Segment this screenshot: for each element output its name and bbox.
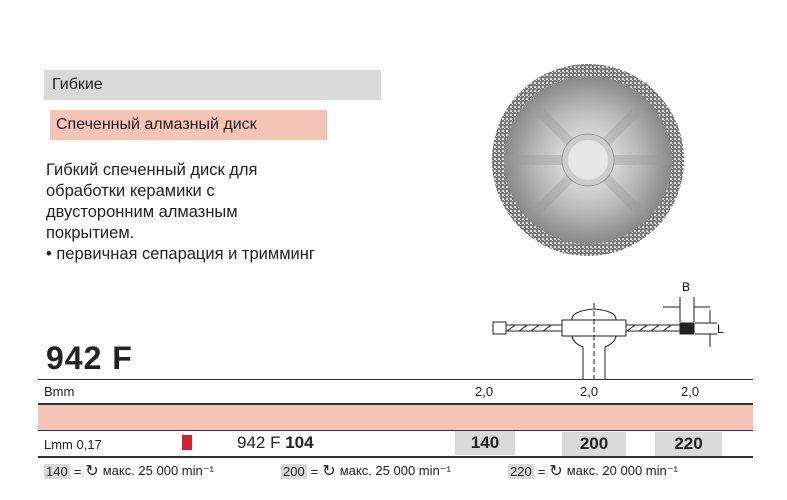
l-dimension-label: L [717, 322, 724, 336]
divider [38, 430, 753, 431]
speed-note: 220 = ↻ макс. 20 000 min⁻¹ [508, 461, 678, 481]
size-box: 220 [655, 432, 722, 456]
description: Гибкий спеченный диск для обработки кера… [46, 160, 315, 265]
l-label: Lmm 0,17 [44, 437, 102, 452]
speed-text: макс. 25 000 min⁻¹ [102, 463, 214, 478]
divider [38, 379, 753, 380]
speed-text: макс. 25 000 min⁻¹ [339, 463, 451, 478]
product-code: 942 F 104 [237, 433, 314, 453]
b-value: 2,0 [580, 384, 599, 399]
speed-note: 200 = ↻ макс. 25 000 min⁻¹ [281, 461, 451, 481]
b-dimension-label: B [682, 280, 690, 294]
speed-size: 220 [508, 463, 534, 479]
size-box: 140 [455, 431, 515, 455]
model-number: 942 F [46, 340, 133, 376]
code-prefix: 942 F [237, 433, 286, 452]
speed-note: 140 = ↻ макс. 25 000 min⁻¹ [44, 461, 214, 481]
description-line: • первичная сепарация и тримминг [46, 245, 315, 263]
rotation-icon: ↻ [85, 463, 99, 480]
category-header: Гибкие [44, 70, 381, 100]
b-value: 2,0 [475, 384, 494, 399]
disc-profile-diagram: B L [492, 280, 724, 380]
divider [38, 403, 753, 405]
code-suffix: 104 [285, 433, 314, 452]
size-box: 200 [562, 432, 626, 456]
highlight-row [38, 405, 753, 430]
speed-size: 140 [44, 463, 70, 479]
divider [38, 456, 753, 458]
description-line: обработки керамики с [46, 182, 215, 200]
description-line: двусторонним алмазным [46, 203, 238, 221]
b-value: 2,0 [681, 384, 700, 399]
rotation-icon: ↻ [549, 463, 563, 480]
speed-size: 200 [281, 463, 307, 479]
rotation-icon: ↻ [322, 463, 336, 480]
diamond-disc-image [492, 64, 684, 256]
product-name: Спеченный алмазный диск [50, 110, 327, 140]
equals: = [537, 463, 546, 479]
color-marker [182, 435, 192, 450]
description-line: Гибкий спеченный диск для [46, 161, 258, 179]
description-line: покрытием. [46, 224, 135, 242]
equals: = [310, 463, 319, 479]
b-label: Bmm [44, 384, 75, 399]
equals: = [73, 463, 82, 479]
speed-text: макс. 20 000 min⁻¹ [566, 463, 678, 478]
